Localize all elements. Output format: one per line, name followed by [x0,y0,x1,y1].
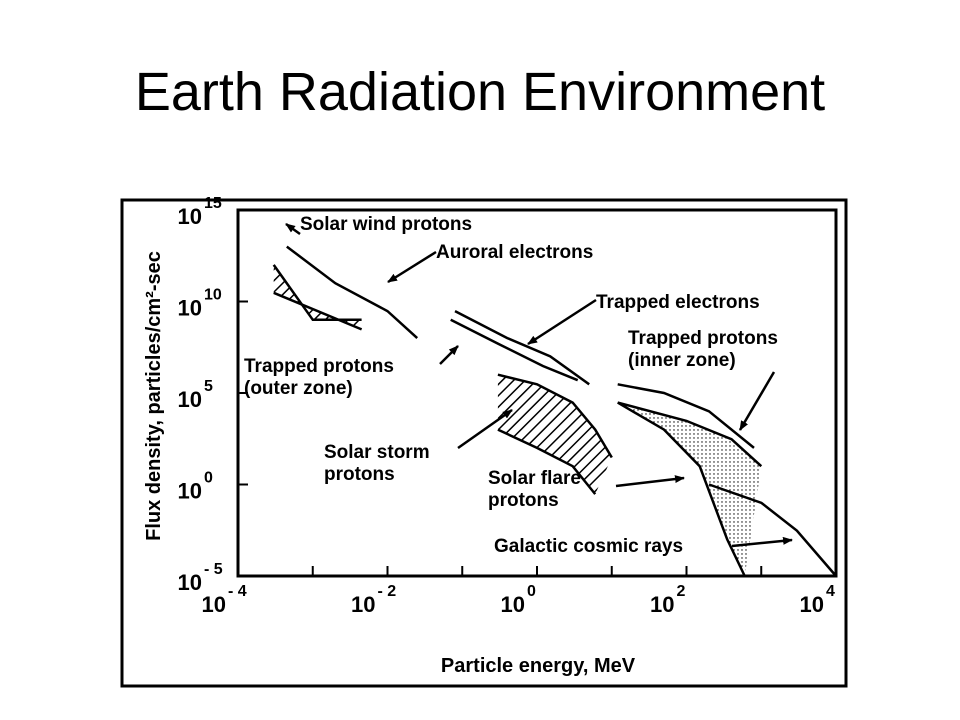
y-tick-label: 10 [178,387,202,412]
y-tick-exponent: 5 [204,378,213,395]
y-tick-label: 10 [178,296,202,321]
series-trapped-protons-outer-zone [450,318,579,382]
annotation-trapped-electrons: Trapped electrons [596,292,760,313]
annotation-arrow [527,298,597,346]
series-galactic-cosmic-rays [708,483,837,577]
slide-title: Earth Radiation Environment [134,62,826,122]
x-tick-exponent: - 2 [378,583,397,600]
figure-frame [120,198,848,688]
x-tick-exponent: - 4 [228,583,247,600]
annotation-galactic-cosmic-rays: Galactic cosmic rays [494,536,683,557]
x-tick-label: 10 [202,592,226,617]
annotation-arrow [731,536,793,548]
band-upper-solar-wind-protons [272,264,362,322]
series-trapped-electrons [454,309,590,386]
series-trapped-protons-inner-zone [617,383,755,449]
y-tick-label: 10 [178,479,202,504]
y-axis-label: Flux density, particles/cm²-sec [143,251,165,541]
band-lower-solar-flare-protons [617,401,746,577]
x-axis-label: Particle energy, MeV [441,655,636,677]
y-tick-exponent: 0 [204,470,213,487]
x-tick-exponent: 2 [677,583,686,600]
x-tick-exponent: 4 [826,583,835,600]
x-tick-exponent: 0 [527,583,536,600]
band-lower-solar-wind-protons [273,291,363,331]
y-tick-label: 10 [178,204,202,229]
y-tick-exponent: 10 [204,287,222,304]
radiation-chart: Flux density, particles/cm²-sec Particle… [120,196,848,688]
annotation-arrow [439,345,459,365]
annotation-arrow [457,408,513,450]
band-fill-solar-storm-protons [497,374,612,495]
y-tick-exponent: 15 [204,196,222,212]
series-auroral-electrons [286,245,419,340]
x-tick-label: 10 [501,592,525,617]
band-upper-solar-flare-protons [617,401,763,468]
annotation-solar-wind-protons: Solar wind protons [300,214,472,235]
band-upper-solar-storm-protons [497,373,613,459]
annotation-arrow [615,475,685,488]
annotation-trapped-protons-outer-zone: Trapped protons (outer zone) [244,356,394,399]
annotation-solar-storm-protons: Solar storm protons [324,442,430,485]
y-tick-label: 10 [178,570,202,595]
x-tick-label: 10 [650,592,674,617]
annotation-auroral-electrons: Auroral electrons [436,242,593,263]
x-tick-label: 10 [351,592,375,617]
annotation-arrow [738,371,776,431]
annotation-arrow [285,222,301,236]
y-tick-exponent: - 5 [204,561,223,578]
band-lower-solar-storm-protons [497,428,597,495]
annotation-solar-flare-protons: Solar flare protons [488,468,581,511]
x-tick-label: 10 [800,592,824,617]
band-fill-solar-wind-protons [273,264,362,330]
annotation-trapped-protons-inner-zone: Trapped protons (inner zone) [628,328,778,371]
annotation-arrow [387,250,437,284]
